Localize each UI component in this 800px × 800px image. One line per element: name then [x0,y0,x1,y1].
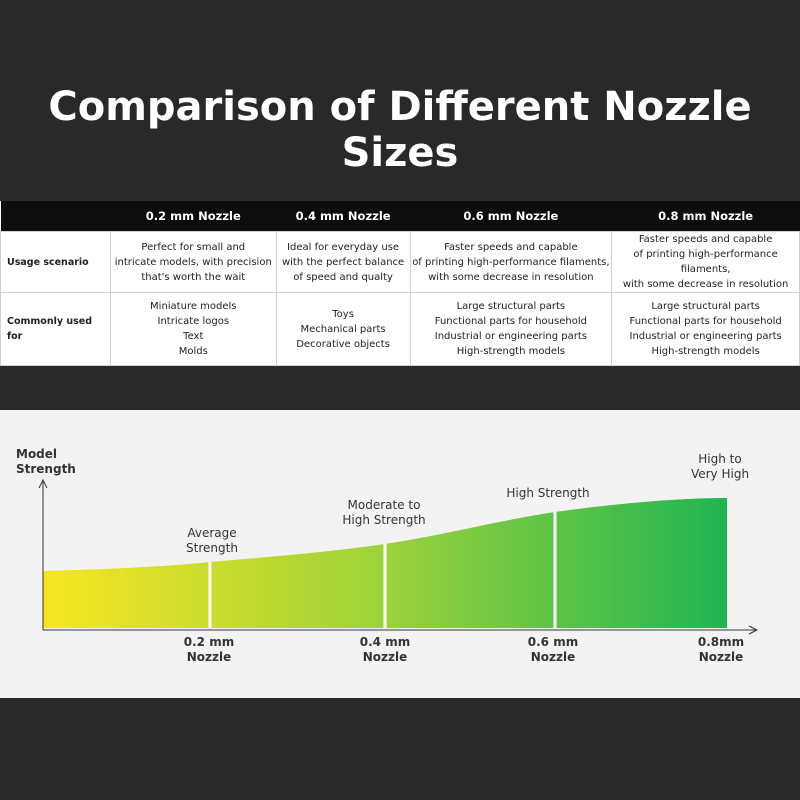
column-header: 0.2 mm Nozzle [110,201,277,232]
column-header: 0.8 mm Nozzle [611,201,800,232]
cell-line: Industrial or engineering parts [434,331,587,342]
x-label: 0.6 mm [528,635,578,649]
x-label: 0.4 mm [360,635,410,649]
y-axis-label: Model [16,447,57,461]
cell: Perfect for small and intricate models, w… [109,231,277,293]
cell-line: High-strength models [456,346,565,357]
cell-line: Functional parts for household [434,316,587,327]
cell-line: Faster speeds and capable [638,234,773,245]
strength-label: Moderate to [348,498,421,512]
row-label: Commonly used for [0,292,111,366]
cell-line: Toys [332,308,354,320]
column-header: 0.6 mm Nozzle [410,201,612,232]
row-label: Usage scenario [0,231,111,293]
table-row: Commonly used for Miniature models Intrica… [0,292,800,366]
strength-label: Very High [691,467,749,481]
cell-line: Miniature models [150,301,237,312]
strength-label: High Strength [342,513,425,527]
x-arrow [748,625,759,635]
cell: Large structural parts Functional parts f… [611,292,800,366]
cell-line: with some decrease in resolution [622,279,789,290]
cell-line: Ideal for everyday use [287,241,400,253]
cell-line: with some decrease in resolution [428,271,594,283]
cell-line: Large structural parts [456,301,566,312]
strength-label: Strength [186,541,238,555]
x-label: Nozzle [531,650,576,664]
x-label: 0.2 mm [184,635,234,649]
header-row: 0.2 mm Nozzle 0.4 mm Nozzle 0.6 mm Nozzle 0… [0,201,800,232]
y-arrow [38,478,48,489]
comparison-table: 0.2 mm Nozzle 0.4 mm Nozzle 0.6 mm Nozzle 0… [0,201,800,366]
x-label: Nozzle [187,650,232,664]
cell-line: Perfect for small and [141,241,246,253]
cell-line: Mechanical parts [300,323,386,335]
cell: Miniature models Intricate logos Text Molds [109,292,277,366]
y-axis-label: Strength [16,462,76,476]
strength-label: Average [187,526,236,540]
title: Comparison of Different Nozzle Sizes [48,84,752,176]
cell-line: Molds [178,346,208,357]
cell-line: High-strength models [651,346,760,357]
x-label: 0.8mm [698,635,744,649]
column-header: 0.4 mm Nozzle [276,201,410,232]
cell-line: of printing high-performance filaments, [633,249,778,275]
cell-line: Faster speeds and capable [444,241,578,253]
cell-line: Functional parts for household [629,316,782,327]
cell-line: of speed and qualty [293,271,393,283]
cell: Ideal for everyday use with the perfect b… [275,231,411,293]
cell-line: intricate models, with precision [114,256,272,268]
cell-line: Industrial or engineering parts [629,331,782,342]
x-label: Nozzle [363,650,408,664]
corner [0,201,111,232]
cell-line: Large structural parts [651,301,760,312]
x-label: Nozzle [699,650,744,664]
cell-line: Decorative objects [296,338,390,350]
cell-line: of printing high-performance filaments, [412,256,610,268]
cell-line: Intricate logos [157,316,230,327]
cell-line: that's worth the wait [141,271,246,283]
cell: Faster speeds and capable of printing hig… [611,231,800,293]
strength-label: High to [698,452,741,466]
cell: Toys Mechanical parts Decorative objects [275,292,411,366]
strength-label: High Strength [506,486,589,500]
cell: Large structural parts Functional parts f… [409,292,613,366]
cell-line: Text [183,331,204,342]
cell-line: with the perfect balance [281,256,405,268]
